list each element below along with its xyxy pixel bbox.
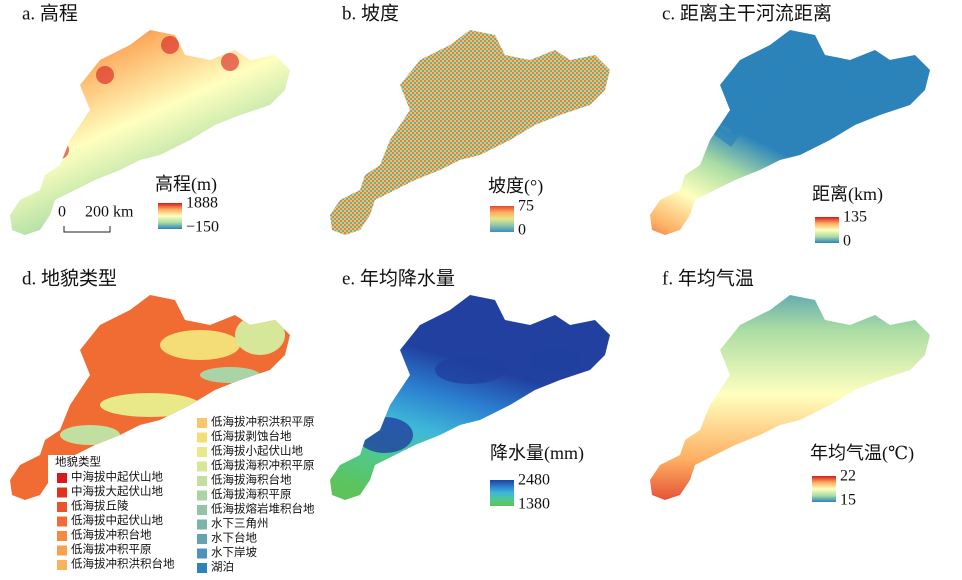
legend-colorbar bbox=[158, 203, 182, 229]
legend-item: 低海拔冲积洪积台地 bbox=[71, 557, 175, 571]
map-panel: c. 距离主干河流距离 bbox=[650, 2, 930, 235]
panel-title: e. 年均降水量 bbox=[342, 267, 455, 289]
map-fill bbox=[650, 295, 930, 500]
legend-max: 22 bbox=[840, 468, 856, 485]
legend-colorbar bbox=[815, 217, 839, 243]
panel-title: a. 高程 bbox=[22, 2, 78, 24]
rain-core bbox=[357, 417, 413, 453]
legend-item: 湖泊 bbox=[211, 560, 234, 574]
legend-item: 中海拔中起伏山地 bbox=[71, 470, 163, 484]
legend-item: 低海拔冲积台地 bbox=[71, 528, 152, 542]
legend-item: 水下台地 bbox=[211, 531, 257, 545]
legend-item: 水下三角州 bbox=[211, 517, 269, 530]
legend-swatch bbox=[197, 534, 207, 544]
legend-item: 低海拔中起伏山地 bbox=[71, 513, 163, 527]
landform-patch bbox=[100, 393, 200, 417]
legend-title: 坡度(°) bbox=[488, 176, 543, 197]
rain-core bbox=[530, 348, 580, 372]
legend-item: 低海拔剥蚀台地 bbox=[211, 429, 292, 443]
legend-swatch bbox=[197, 418, 207, 428]
legend-colorbar bbox=[490, 480, 514, 506]
legend-swatch bbox=[197, 548, 207, 559]
legend-item: 水下岸坡 bbox=[211, 546, 257, 559]
map bbox=[650, 30, 930, 235]
map-fill bbox=[330, 30, 610, 235]
legend-title: 地貌类型 bbox=[55, 455, 101, 469]
map bbox=[330, 30, 610, 235]
rain-core bbox=[435, 356, 505, 384]
legend-item: 低海拔海积平原 bbox=[211, 487, 292, 501]
legend-swatch bbox=[197, 432, 207, 443]
legend-swatch bbox=[197, 563, 207, 573]
legend-min: 1380 bbox=[518, 496, 550, 513]
high-area bbox=[96, 66, 114, 84]
legend-min: 15 bbox=[840, 492, 856, 509]
legend-max: 2480 bbox=[518, 472, 550, 489]
legend-box bbox=[48, 455, 194, 575]
legend-swatch bbox=[57, 560, 67, 570]
legend-item: 低海拔熔岩堆积台地 bbox=[211, 502, 315, 516]
legend-swatch bbox=[57, 487, 67, 498]
scale-label: 0 bbox=[58, 204, 66, 221]
legend-item: 低海拔海积台地 bbox=[211, 473, 292, 487]
map-panel: f. 年均气温 bbox=[650, 267, 930, 500]
legend-item: 低海拔冲积平原 bbox=[71, 542, 152, 556]
legend-swatch bbox=[197, 490, 207, 501]
scale-label: 200 km bbox=[85, 204, 134, 221]
legend-swatch bbox=[57, 502, 67, 512]
landform-patch bbox=[235, 315, 285, 355]
map-fill bbox=[330, 295, 610, 500]
legend-colorbar bbox=[812, 476, 836, 502]
legend-max: 75 bbox=[518, 198, 534, 215]
legend-title: 距离(km) bbox=[812, 184, 883, 205]
legend-title: 高程(m) bbox=[155, 174, 217, 195]
legend-max: 135 bbox=[843, 209, 867, 226]
legend-swatch bbox=[197, 476, 207, 486]
legend-item: 低海拔小起伏山地 bbox=[211, 444, 303, 458]
legend-min: −150 bbox=[186, 219, 219, 236]
legend-item: 低海拔丘陵 bbox=[71, 499, 129, 513]
legend-title: 年均气温(℃) bbox=[810, 443, 914, 464]
legend-min: 0 bbox=[843, 233, 851, 250]
panel-title: d. 地貌类型 bbox=[22, 267, 117, 289]
high-area bbox=[161, 36, 179, 54]
river-band bbox=[827, 52, 904, 102]
map-panel: b. 坡度 bbox=[330, 2, 610, 235]
legend-title: 降水量(mm) bbox=[490, 443, 584, 464]
legend-swatch bbox=[197, 519, 207, 530]
legend-item: 低海拔海积冲积平原 bbox=[211, 458, 315, 472]
high-area bbox=[221, 53, 239, 71]
scale-bar bbox=[63, 226, 111, 233]
panel-title: c. 距离主干河流距离 bbox=[662, 2, 832, 24]
legend-swatch bbox=[57, 545, 67, 556]
legend-swatch bbox=[57, 531, 67, 541]
legend-swatch bbox=[197, 505, 207, 515]
high-area bbox=[51, 141, 69, 159]
panel-title: f. 年均气温 bbox=[662, 267, 754, 289]
map-panel: e. 年均降水量 bbox=[330, 267, 610, 500]
legend-colorbar bbox=[490, 206, 514, 232]
legend-min: 0 bbox=[518, 222, 526, 239]
legend-swatch bbox=[57, 516, 67, 527]
legend-swatch bbox=[197, 447, 207, 457]
legend-item: 低海拔冲积洪积平原 bbox=[211, 415, 315, 429]
legend-max: 1888 bbox=[186, 195, 218, 212]
legend-swatch bbox=[197, 461, 207, 472]
landform-patch bbox=[200, 367, 260, 383]
landform-patch bbox=[60, 425, 120, 445]
map bbox=[650, 295, 930, 500]
legend-item: 中海拔大起伏山地 bbox=[71, 484, 163, 498]
map bbox=[330, 295, 610, 500]
panel-title: b. 坡度 bbox=[342, 2, 399, 24]
map-fill bbox=[650, 30, 930, 235]
rain-core bbox=[568, 377, 592, 393]
landform-patch bbox=[160, 330, 240, 360]
legend-swatch bbox=[57, 473, 67, 483]
